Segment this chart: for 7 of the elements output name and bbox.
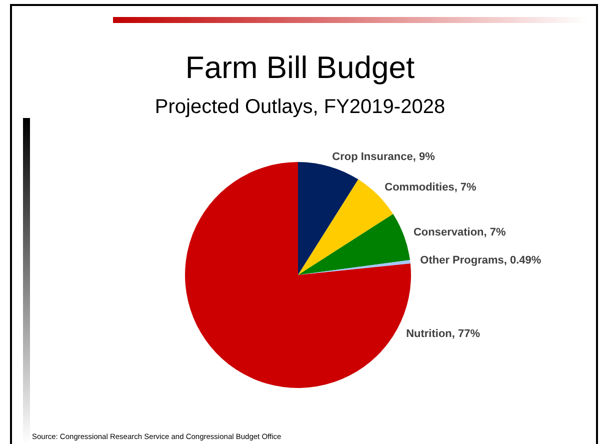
slice-label: Commodities, 7% bbox=[384, 182, 477, 194]
slice-label: Crop Insurance, 9% bbox=[332, 150, 436, 163]
chart-subtitle: Projected Outlays, FY2019-2028 bbox=[154, 96, 446, 119]
slice-label: Nutrition, 77% bbox=[406, 328, 480, 340]
chart-title: Farm Bill Budget bbox=[184, 50, 416, 86]
slice-label: Other Programs, 0.49% bbox=[420, 254, 542, 267]
slice-label: Conservation, 7% bbox=[413, 226, 506, 239]
